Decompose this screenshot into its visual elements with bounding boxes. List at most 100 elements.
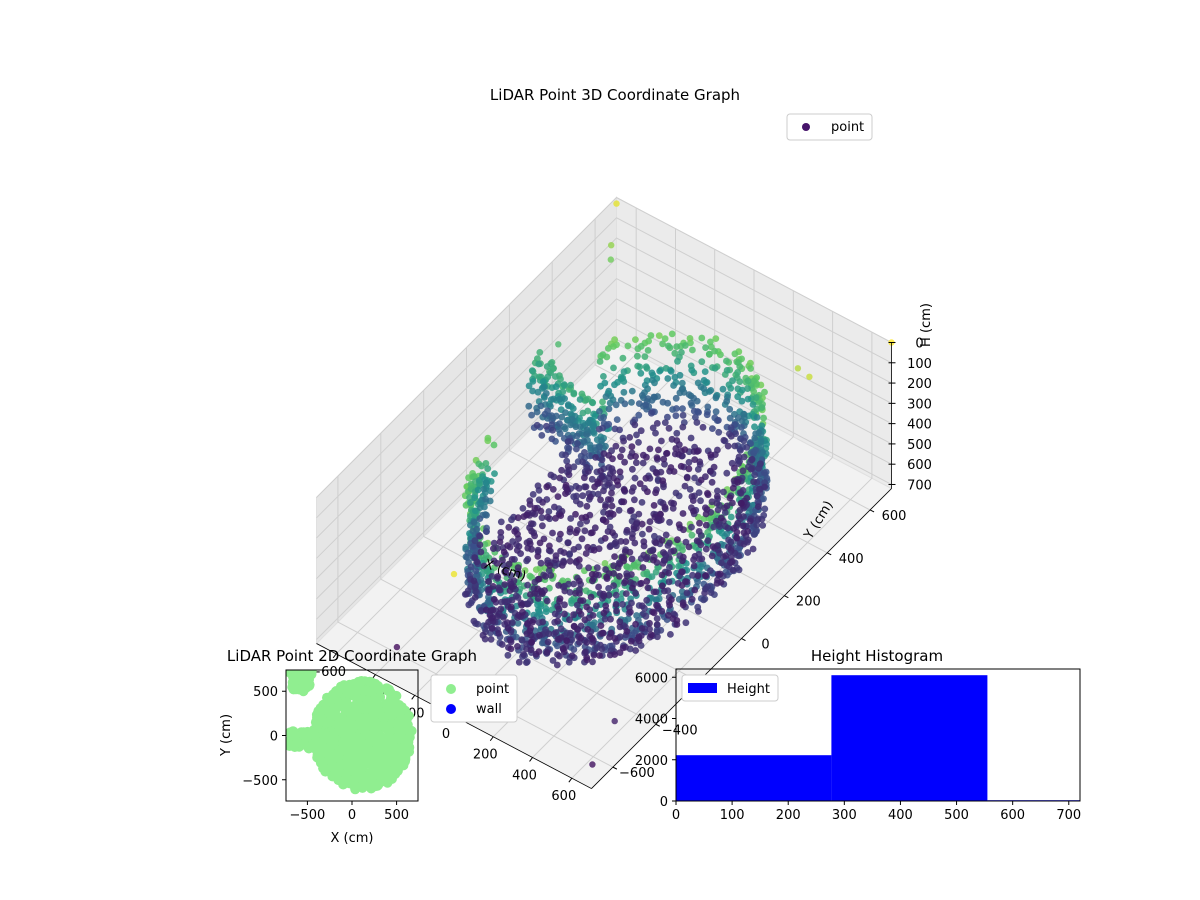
h-tick-label: 200: [907, 377, 932, 392]
lidar-point: [658, 437, 665, 445]
lidar-point: [566, 589, 574, 596]
lidar-point: [637, 579, 645, 587]
lidar-point: [514, 514, 522, 522]
histogram-legend-swatch: [688, 683, 717, 693]
lidar-point: [561, 395, 568, 402]
lidar-point: [714, 487, 721, 495]
lidar-point: [723, 397, 731, 405]
lidar-point: [662, 531, 670, 539]
lidar-point: [761, 505, 769, 513]
lidar-point: [726, 405, 734, 413]
lidar-point: [598, 473, 606, 481]
lidar-point: [595, 583, 602, 591]
lidar-point: [544, 407, 551, 415]
lidar-point: [575, 556, 583, 564]
lidar-point: [740, 453, 748, 461]
point-2d: [323, 717, 334, 728]
histogram-ticks: 0 100 200 300 400 500 600 700 0 2000 4000 6000: [635, 671, 1081, 823]
lidar-point: [702, 572, 709, 580]
lidar-point: [587, 493, 594, 501]
lidar-point: [751, 471, 759, 479]
lidar-point: [542, 605, 550, 613]
lidar-point: [660, 455, 668, 463]
lidar-point: [620, 368, 628, 376]
lidar-point: [624, 342, 632, 350]
lidar-point: [602, 503, 609, 510]
lidar-point: [715, 416, 722, 424]
lidar-point: [552, 383, 560, 391]
y-tick-label: −600: [619, 766, 655, 781]
lidar-point: [583, 502, 591, 510]
lidar-point: [607, 629, 615, 637]
lidar-point: [480, 485, 488, 493]
lidar-point: [491, 470, 498, 477]
lidar-point: [632, 336, 639, 343]
lidar-point: [716, 570, 724, 578]
chart-3d-points: [393, 200, 895, 768]
lidar-point: [553, 661, 561, 669]
lidar-point: [617, 453, 624, 461]
lidar-point: [758, 404, 766, 411]
lidar-point: [545, 567, 553, 574]
lidar-point: [590, 428, 597, 436]
lidar-point: [565, 402, 572, 410]
y-tick-mark: [741, 638, 746, 641]
lidar-point: [687, 434, 695, 442]
lidar-point: [551, 503, 558, 511]
lidar-point: [493, 559, 501, 567]
lidar-point: [619, 601, 626, 608]
lidar-point: [557, 634, 565, 641]
lidar-point: [610, 364, 617, 372]
lidar-point: [744, 377, 752, 385]
lidar-point: [686, 335, 694, 342]
lidar-point: [508, 556, 516, 563]
lidar-point: [596, 652, 603, 659]
lidar-point: [620, 437, 627, 445]
lidar-point: [747, 359, 754, 367]
histogram-y-tick-label: 0: [660, 795, 668, 810]
lidar-point: [628, 555, 636, 563]
lidar-point: [628, 387, 636, 395]
lidar-point: [523, 658, 531, 666]
lidar-point: [604, 496, 612, 503]
grid-line-h: [316, 217, 892, 519]
y-tick-label-2d: 0: [270, 730, 278, 745]
lidar-point: [659, 340, 666, 348]
lidar-point: [561, 610, 568, 618]
lidar-point: [630, 513, 638, 521]
lidar-point: [555, 605, 563, 613]
lidar-point: [539, 378, 547, 386]
lidar-point: [508, 596, 516, 604]
lidar-point: [694, 603, 702, 611]
lidar-point: [464, 587, 472, 595]
lidar-point: [620, 388, 628, 396]
lidar-point: [665, 569, 673, 577]
lidar-point: [549, 486, 557, 493]
lidar-point: [719, 385, 727, 393]
lidar-point: [754, 503, 762, 510]
lidar-point: [490, 441, 498, 449]
grid-line-h: [316, 257, 892, 559]
point-2d: [339, 716, 349, 727]
point-2d: [374, 706, 385, 717]
lidar-point: [548, 435, 556, 443]
chart-3d-title: LiDAR Point 3D Coordinate Graph: [490, 86, 740, 104]
lidar-point: [649, 556, 657, 564]
lidar-point: [611, 651, 619, 658]
lidar-point: [581, 449, 588, 456]
lidar-point: [541, 587, 548, 594]
lidar-point: [620, 498, 628, 506]
lidar-point: [616, 623, 624, 631]
lidar-point: [570, 646, 578, 653]
lidar-point: [714, 554, 721, 562]
lidar-point: [564, 438, 572, 445]
lidar-point: [565, 471, 573, 479]
lidar-point: [695, 528, 703, 535]
lidar-point: [504, 651, 512, 659]
lidar-point: [514, 643, 521, 650]
lidar-point: [678, 379, 686, 387]
lidar-point: [527, 624, 534, 632]
lidar-point: [659, 398, 667, 406]
lidar-point: [642, 474, 650, 482]
lidar-point: [668, 330, 676, 338]
